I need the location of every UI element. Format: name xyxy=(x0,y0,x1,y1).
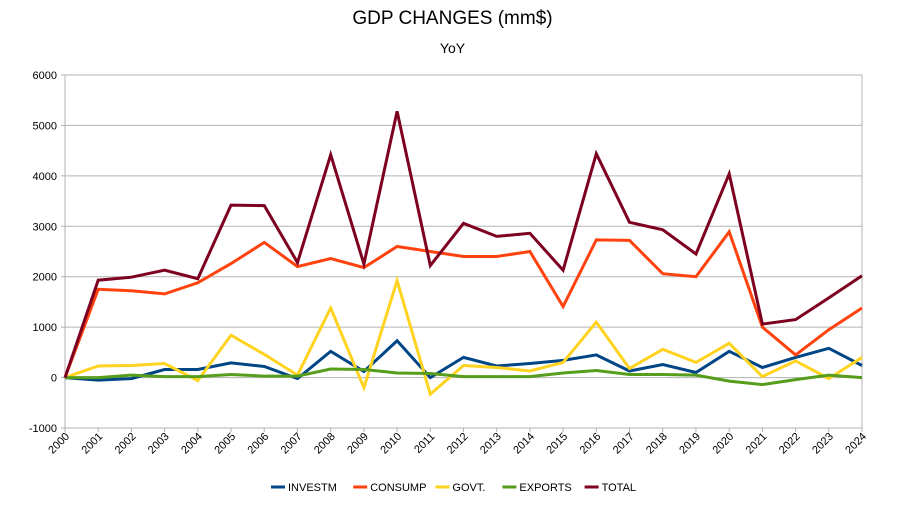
legend-label: CONSUMP xyxy=(370,482,426,494)
x-tick-label: 2001 xyxy=(80,431,106,457)
legend: INVESTM CONSUMP GOVT. EXPORTS TOTAL xyxy=(271,482,636,494)
x-tick-label: 2009 xyxy=(345,431,371,457)
x-tick-label: 2003 xyxy=(146,431,172,457)
y-tick-label: -1000 xyxy=(29,423,57,435)
x-tick-label: 2014 xyxy=(511,431,537,457)
chart-title: GDP CHANGES (mm$) xyxy=(352,8,553,29)
x-tick-label: 2015 xyxy=(544,431,570,457)
series-lines xyxy=(63,110,863,397)
y-tick-label: 1000 xyxy=(33,322,57,334)
x-tick-label: 2023 xyxy=(810,431,836,457)
y-tick-label: 2000 xyxy=(33,272,57,284)
x-tick-label: 2018 xyxy=(644,431,670,457)
y-tick-label: 5000 xyxy=(33,120,57,132)
x-axis-ticks: 2000 2001 2002 2003 2004 2005 2006 2007 2008 2009… xyxy=(46,428,869,456)
series-line-total xyxy=(63,110,863,379)
x-tick-label: 2020 xyxy=(710,431,736,457)
x-tick-label: 2010 xyxy=(378,431,404,457)
legend-label: INVESTM xyxy=(288,482,337,494)
x-tick-label: 2024 xyxy=(843,431,869,457)
x-tick-label: 2008 xyxy=(312,431,338,457)
y-tick-label: 6000 xyxy=(33,70,57,82)
x-tick-label: 2005 xyxy=(212,431,238,457)
legend-label: GOVT. xyxy=(452,482,485,494)
y-axis-ticks: -1000 0 1000 2000 3000 4000 5000 6000 xyxy=(29,70,57,435)
x-tick-label: 2006 xyxy=(246,431,272,457)
x-tick-label: 2022 xyxy=(777,431,803,457)
series-line-exports xyxy=(65,367,863,387)
x-tick-label: 2012 xyxy=(445,431,471,457)
legend-label: EXPORTS xyxy=(519,482,571,494)
x-tick-label: 2016 xyxy=(578,431,604,457)
y-tick-label: 0 xyxy=(51,373,57,385)
x-tick-label: 2013 xyxy=(478,431,504,457)
chart-subtitle: YoY xyxy=(439,40,466,56)
y-tick-label: 3000 xyxy=(33,221,57,233)
x-tick-label: 2007 xyxy=(279,431,305,457)
legend-label: TOTAL xyxy=(602,482,636,494)
x-tick-label: 2017 xyxy=(611,431,637,457)
x-tick-label: 2004 xyxy=(179,431,205,457)
x-tick-label: 2021 xyxy=(744,431,770,457)
x-tick-label: 2019 xyxy=(677,431,703,457)
series-line-govt xyxy=(64,275,863,397)
x-tick-label: 2011 xyxy=(412,431,437,456)
series-line-consump xyxy=(63,228,863,379)
y-tick-label: 4000 xyxy=(33,171,57,183)
x-tick-label: 2002 xyxy=(113,431,139,457)
series-line-investm xyxy=(64,338,863,382)
